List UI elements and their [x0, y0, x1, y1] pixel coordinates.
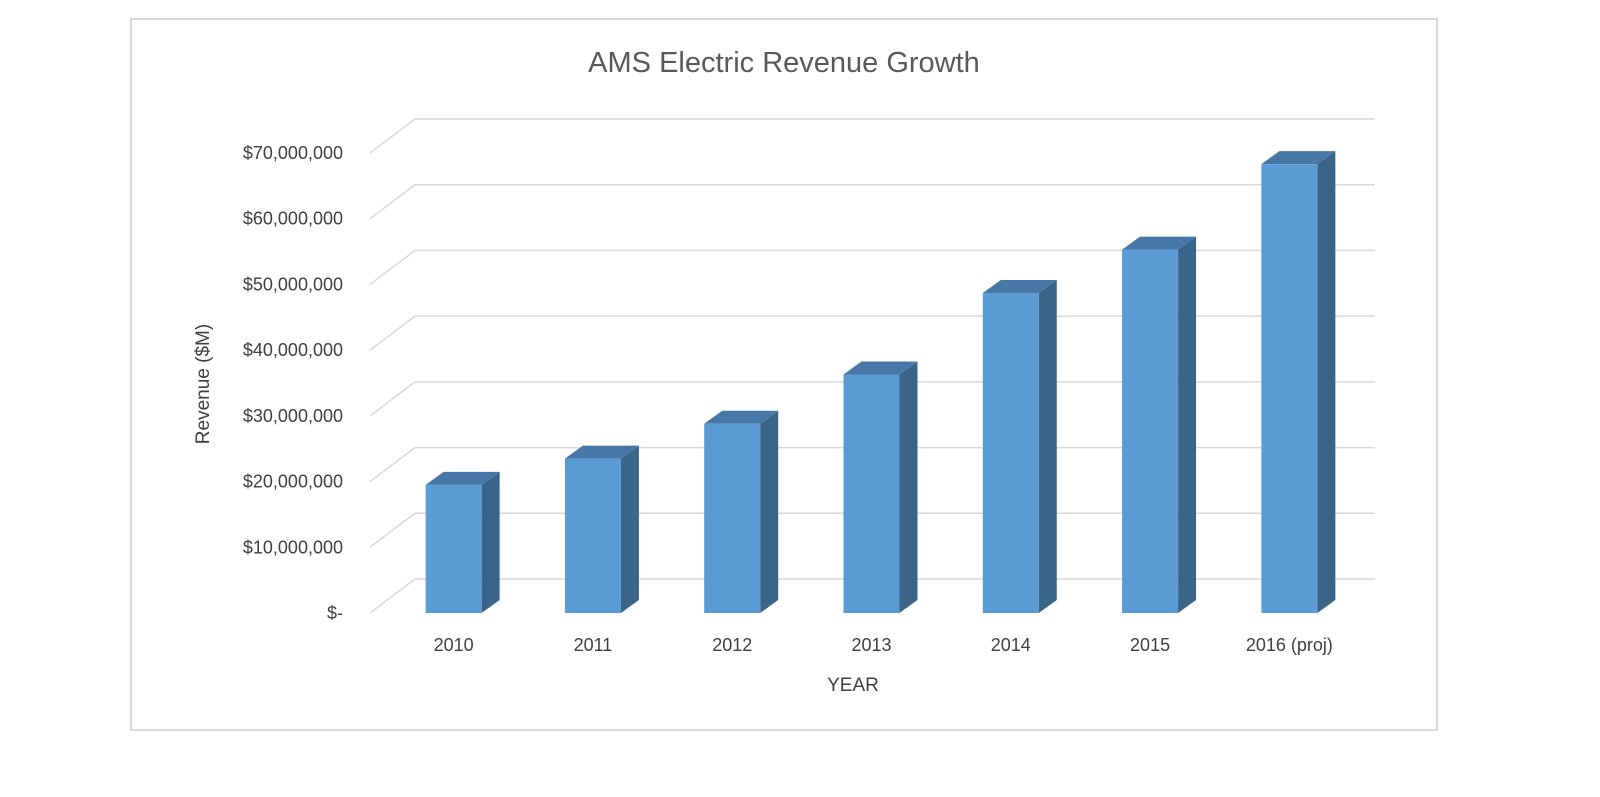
bars	[425, 151, 1336, 613]
y-axis-title: Revenue ($M)	[193, 324, 214, 444]
bar-top-face	[843, 361, 918, 375]
y-tick-label: $60,000,000	[243, 209, 343, 229]
x-tick-label: 2014	[991, 635, 1031, 655]
bar-2012	[704, 410, 779, 613]
bar-top-face	[425, 471, 500, 485]
y-tick-label: $70,000,000	[243, 143, 343, 163]
bar-top-face	[982, 279, 1057, 293]
bar-side-face	[481, 471, 500, 613]
x-tick-label: 2012	[712, 635, 752, 655]
bar-side-face	[760, 410, 779, 613]
gridline-7	[369, 118, 1375, 154]
bar-2016 (proj)	[1261, 151, 1336, 613]
bar-front-face	[564, 458, 621, 613]
bar-side-face	[620, 445, 639, 613]
bar-top-face	[1261, 151, 1336, 165]
bar-2011	[564, 445, 639, 613]
bar-2010	[425, 471, 500, 613]
gridline-4	[369, 315, 1375, 351]
bar-top-face	[1122, 236, 1197, 250]
bar-2015	[1122, 236, 1197, 613]
bar-front-face	[1261, 164, 1318, 613]
bar-side-face	[899, 361, 918, 613]
bar-top-face	[704, 410, 779, 424]
bar-side-face	[1178, 236, 1197, 613]
x-tick-label: 2015	[1130, 635, 1170, 655]
bar-side-face	[1038, 279, 1057, 613]
x-tick-label: 2011	[574, 635, 613, 655]
y-tick-label: $10,000,000	[243, 537, 343, 557]
bar-front-face	[1122, 249, 1179, 613]
bar-front-face	[425, 484, 482, 613]
y-tick-label: $20,000,000	[243, 472, 343, 492]
bar-top-face	[564, 445, 639, 459]
y-axis-ticks: $- $10,000,000 $20,000,000 $30,000,000 $40,0…	[243, 143, 343, 623]
chart-title: AMS Electric Revenue Growth	[588, 47, 980, 79]
y-tick-label: $30,000,000	[243, 406, 343, 426]
gridline-6	[369, 183, 1375, 220]
x-tick-label: 2010	[434, 635, 474, 655]
x-tick-label: 2016 (proj)	[1246, 635, 1333, 655]
bar-2013	[843, 361, 918, 613]
bar-front-face	[843, 374, 900, 613]
y-tick-label: $40,000,000	[243, 340, 343, 360]
x-tick-label: 2013	[851, 635, 891, 655]
gridline-5	[369, 249, 1375, 286]
bar-side-face	[1317, 151, 1336, 613]
bar-front-face	[982, 292, 1039, 613]
bar-front-face	[704, 423, 761, 613]
y-tick-label: $50,000,000	[243, 274, 343, 294]
x-axis-title: YEAR	[827, 675, 879, 696]
y-tick-label: $-	[327, 603, 343, 623]
x-axis-ticks: 2010 2011 2012 2013 2014 2015 2016 (proj)	[434, 635, 1333, 655]
chart-frame	[130, 18, 1438, 731]
bar-2014	[982, 279, 1057, 613]
